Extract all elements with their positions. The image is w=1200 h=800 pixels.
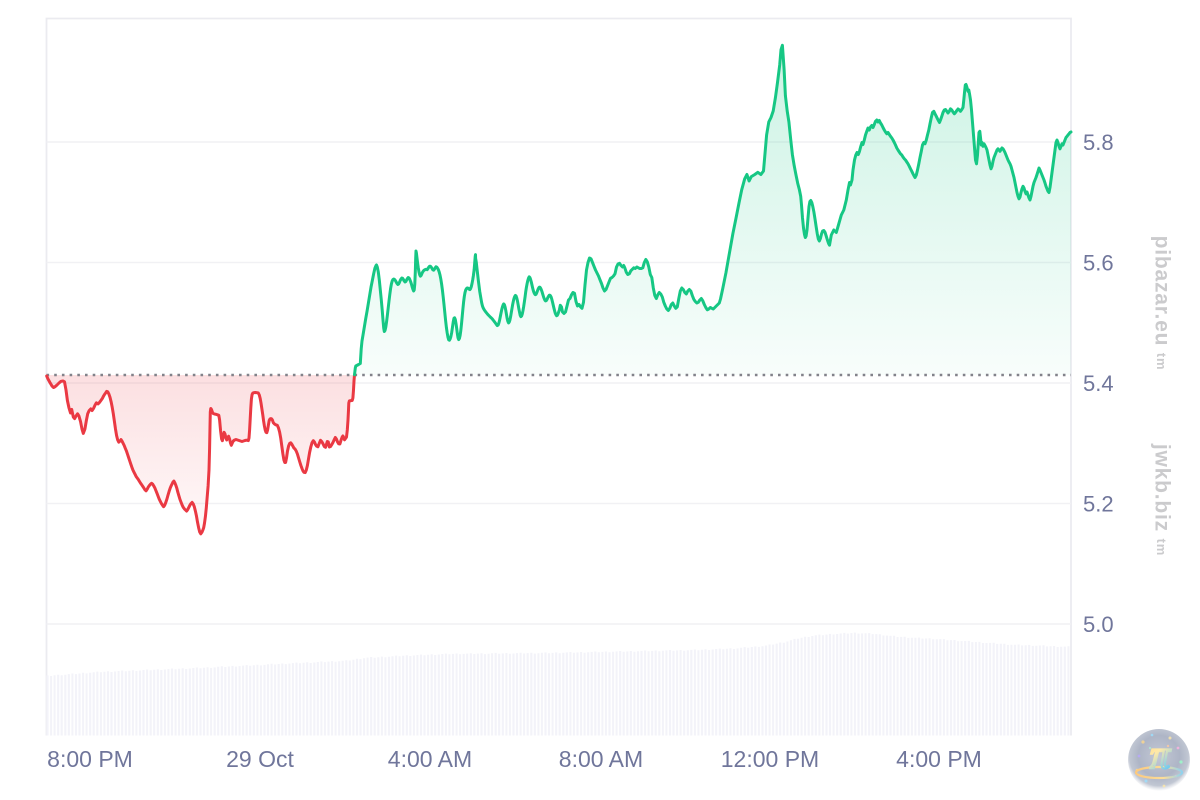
svg-text:29 Oct: 29 Oct [226, 746, 294, 772]
svg-text:4:00 AM: 4:00 AM [388, 746, 472, 772]
svg-text:12:00 PM: 12:00 PM [721, 746, 819, 772]
svg-text:jwkb.biz tm: jwkb.biz tm [1151, 443, 1174, 556]
svg-text:8:00 PM: 8:00 PM [47, 746, 133, 772]
svg-text:5.0: 5.0 [1083, 612, 1114, 637]
svg-text:4:00 PM: 4:00 PM [896, 746, 982, 772]
svg-text:π: π [1150, 732, 1171, 777]
svg-text:5.6: 5.6 [1083, 251, 1114, 276]
svg-text:pibazar.eu tm: pibazar.eu tm [1151, 236, 1174, 371]
svg-text:5.4: 5.4 [1083, 371, 1114, 396]
svg-text:8:00 AM: 8:00 AM [559, 746, 643, 772]
svg-text:5.2: 5.2 [1083, 492, 1114, 517]
svg-text:5.8: 5.8 [1083, 130, 1114, 155]
